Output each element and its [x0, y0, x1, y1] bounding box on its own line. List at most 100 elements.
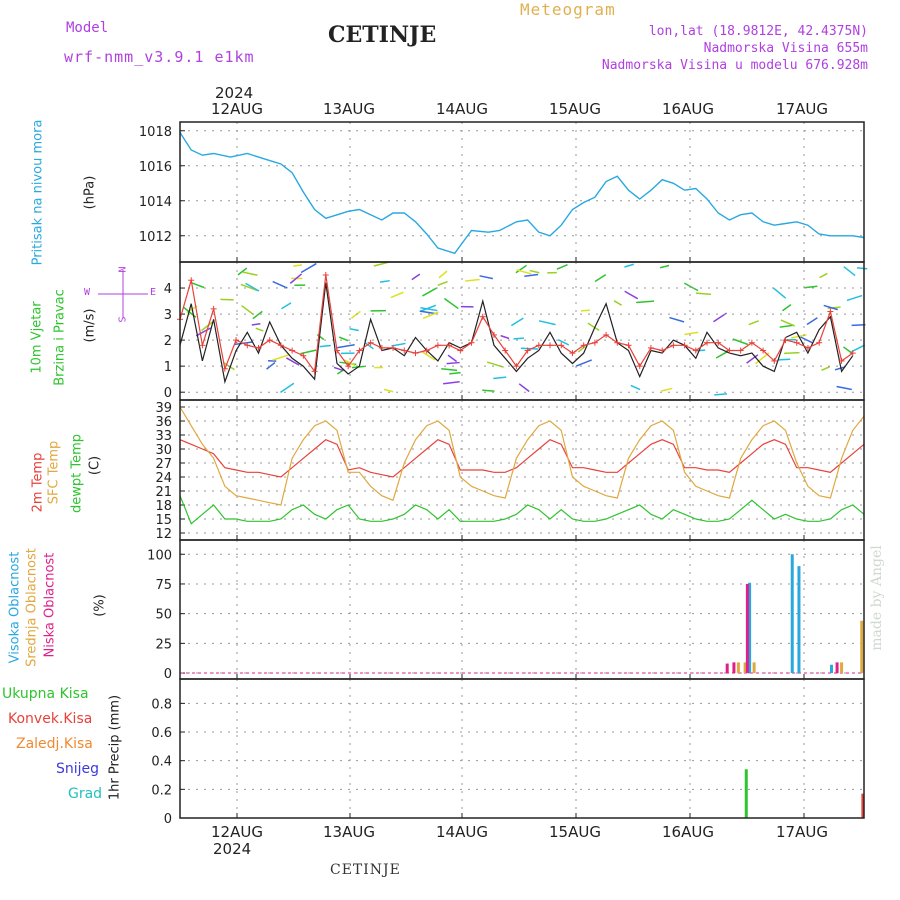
- y-tick-label: 0: [164, 667, 172, 682]
- y-tick-label: 30: [155, 443, 172, 458]
- wind-barb-mark: [780, 319, 796, 327]
- bottom-date-label: 13AUG: [323, 823, 375, 841]
- wind-barb-mark: [293, 264, 303, 267]
- wind-barb-mark: [289, 273, 303, 284]
- wind-barb-mark: [529, 269, 540, 274]
- wind-barb-mark: [390, 291, 404, 299]
- y-tick-label: 50: [155, 608, 172, 623]
- wind-barb-mark: [587, 322, 600, 331]
- panel-frame: [179, 539, 865, 680]
- y-tick-label: 24: [155, 471, 172, 486]
- wind-barb-mark: [772, 287, 787, 299]
- y-tick-label: 0.4: [151, 755, 172, 770]
- wind-barb-mark: [411, 273, 421, 281]
- y-tick-label: 1012: [139, 230, 172, 245]
- wind-barb-mark: [823, 304, 838, 311]
- panel-frame: [179, 399, 865, 541]
- wind-barb-mark: [557, 339, 570, 346]
- wind-barb-mark: [500, 334, 510, 340]
- y-tick-label: 15: [155, 513, 172, 528]
- bar-clouds-2: [725, 663, 729, 674]
- wind-barb-mark: [449, 371, 461, 375]
- elevation-label: Nadmorska Visina 655m: [703, 41, 868, 56]
- wind-barb-mark: [806, 317, 818, 326]
- bottom-date-label: 15AUG: [549, 823, 601, 841]
- wind-barb-mark: [422, 311, 439, 320]
- wind-barb-mark: [441, 368, 458, 372]
- wind-barb-mark: [842, 346, 853, 354]
- y-tick-label: 0.8: [151, 697, 172, 712]
- y-tick-label: 0.2: [151, 783, 172, 798]
- wind-barb-mark: [510, 317, 524, 327]
- wind-barb-mark: [349, 328, 359, 332]
- wind-barb-mark: [846, 294, 863, 302]
- bar-precip-1: [861, 793, 865, 818]
- wind-barb-mark: [419, 310, 436, 315]
- wind-barb-mark: [834, 366, 846, 371]
- wind-barb-mark: [245, 282, 260, 292]
- wind-barb-mark: [479, 275, 494, 280]
- panel-frame: [179, 261, 865, 401]
- top-date-label: 13AUG: [323, 100, 375, 118]
- wind-barb-mark: [333, 366, 344, 372]
- wind-barb-mark: [851, 344, 866, 353]
- y-tick-label: 39: [155, 401, 172, 416]
- series-line-temperature-0: [179, 439, 865, 478]
- model-name: wrf-nmm_v3.9.1 e1km: [64, 48, 255, 66]
- wind-barb-mark: [251, 322, 261, 326]
- bottom-date-label: 17AUG: [776, 823, 828, 841]
- wind-barb-mark: [220, 298, 234, 301]
- snow-label: Snijeg: [56, 761, 100, 777]
- wind-barb-mark: [684, 331, 699, 336]
- bar-clouds-0: [797, 566, 801, 674]
- wind-barb-mark: [241, 305, 254, 316]
- wind-barb-mark: [286, 357, 300, 366]
- wind-barb-mark: [338, 336, 349, 342]
- wind-barb-mark: [446, 361, 460, 365]
- y-tick-label: 3: [164, 308, 172, 323]
- wind-barb-mark: [201, 321, 213, 332]
- wind-barb-mark: [624, 263, 635, 268]
- wind-barb-mark: [778, 358, 791, 361]
- compass-e: E: [150, 287, 157, 298]
- wind-barb-mark: [515, 264, 527, 274]
- wind-barb-mark: [779, 324, 794, 328]
- wind-barb-mark: [421, 350, 436, 361]
- y-tick-label: 0.6: [151, 726, 172, 741]
- wind-barb-mark: [438, 270, 448, 279]
- model-label: Model: [66, 20, 109, 36]
- wind-barb-mark: [422, 287, 437, 297]
- top-year-label: 2024: [215, 84, 254, 102]
- wind-barb-mark: [191, 282, 205, 289]
- y-tick-label: 1014: [139, 195, 172, 210]
- y-tick-label: 36: [155, 415, 172, 430]
- wind-barb-mark: [280, 382, 295, 394]
- wind-barb-mark: [851, 323, 866, 327]
- y-tick-label: 21: [155, 485, 172, 500]
- y-tick-label: 18: [155, 499, 172, 514]
- wind-barb-mark: [819, 272, 828, 279]
- wind-barb-mark: [513, 337, 524, 340]
- wind-barb-mark: [343, 359, 356, 367]
- wind-barb-mark: [695, 292, 712, 296]
- wind-barb-mark: [465, 278, 480, 282]
- y-tick-label: 12: [155, 527, 172, 542]
- compass-w: W: [84, 287, 91, 298]
- wind-barb-mark: [337, 344, 355, 349]
- wind-barb-mark: [624, 290, 639, 300]
- wind-barb-mark: [575, 359, 592, 367]
- wind-barb-mark: [516, 269, 532, 275]
- wind-barb-mark: [800, 336, 814, 344]
- model-elevation-label: Nadmorska Visina u modelu 676.928m: [601, 58, 868, 73]
- wind-barb-mark: [748, 320, 759, 326]
- y-tick-label: 33: [155, 429, 172, 444]
- wind-barb-mark: [713, 312, 727, 323]
- wind-barb-mark: [319, 344, 331, 348]
- wind-barb-mark: [443, 297, 459, 310]
- wind-barb-mark: [383, 388, 394, 393]
- bottom-date-label: 14AUG: [436, 823, 488, 841]
- wind-barb-mark: [437, 280, 448, 287]
- wind-barb-mark: [482, 389, 495, 392]
- footer-station: CETINJE: [330, 862, 401, 878]
